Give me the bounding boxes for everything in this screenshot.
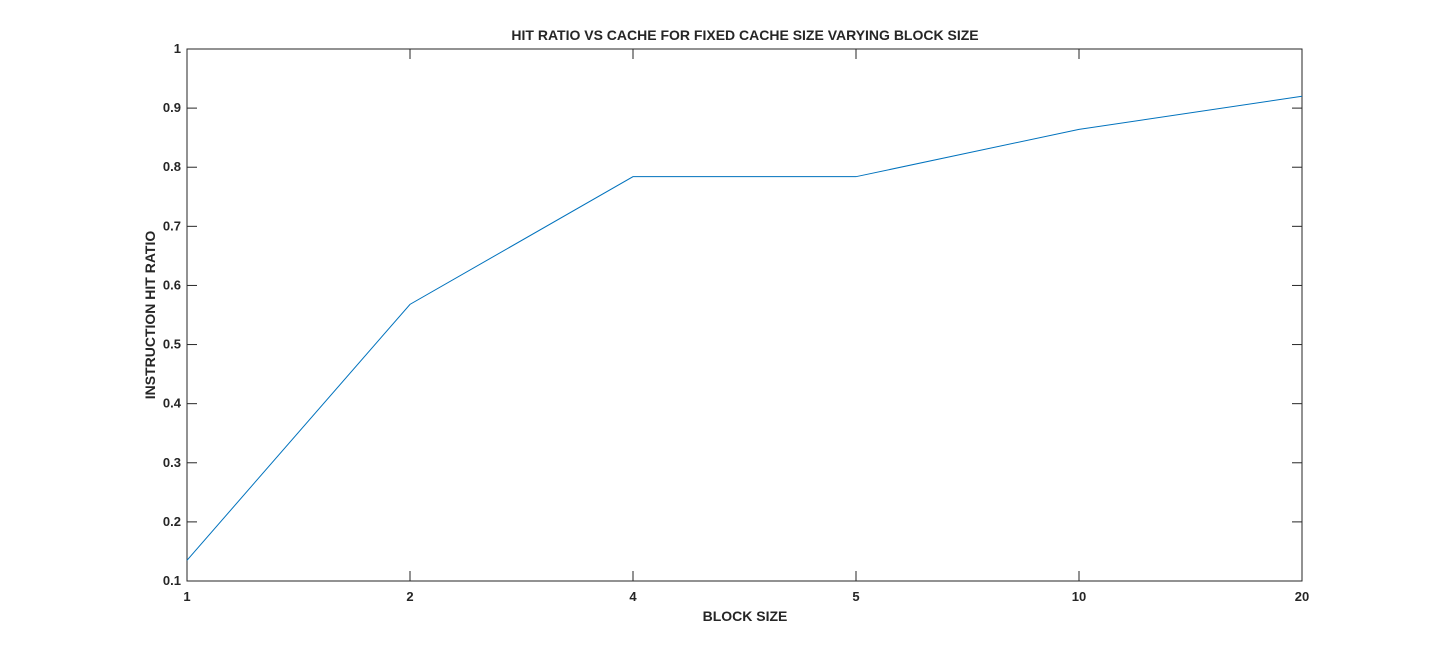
x-axis-ticks: 1 2 4 5 10 20: [183, 49, 1309, 604]
x-tick-label: 10: [1072, 589, 1086, 604]
x-tick-label: 5: [852, 589, 859, 604]
x-tick-label: 2: [406, 589, 413, 604]
y-tick-label: 0.4: [163, 396, 182, 411]
x-tick-label: 20: [1295, 589, 1309, 604]
y-tick-label: 1: [174, 41, 181, 56]
y-tick-label: 0.8: [163, 159, 181, 174]
chart-title: HIT RATIO VS CACHE FOR FIXED CACHE SIZE …: [511, 27, 978, 43]
x-tick-label: 1: [183, 589, 190, 604]
x-axis-label: BLOCK SIZE: [703, 608, 788, 624]
y-axis-ticks: 0.1 0.2 0.3 0.4 0.5 0.6 0.7 0.8 0.9 1: [163, 41, 1302, 588]
plot-area-frame: [186, 48, 1303, 582]
y-tick-label: 0.7: [163, 218, 181, 233]
y-tick-label: 0.9: [163, 100, 181, 115]
series-line-0: [186, 95, 1303, 561]
y-tick-label: 0.3: [163, 455, 181, 470]
y-tick-label: 0.1: [163, 573, 181, 588]
y-tick-label: 0.2: [163, 514, 181, 529]
series-group: [186, 95, 1303, 561]
y-tick-label: 0.5: [163, 337, 181, 352]
y-tick-label: 0.6: [163, 277, 181, 292]
x-tick-label: 4: [629, 589, 637, 604]
y-axis-label: INSTRUCTION HIT RATIO: [142, 231, 158, 400]
